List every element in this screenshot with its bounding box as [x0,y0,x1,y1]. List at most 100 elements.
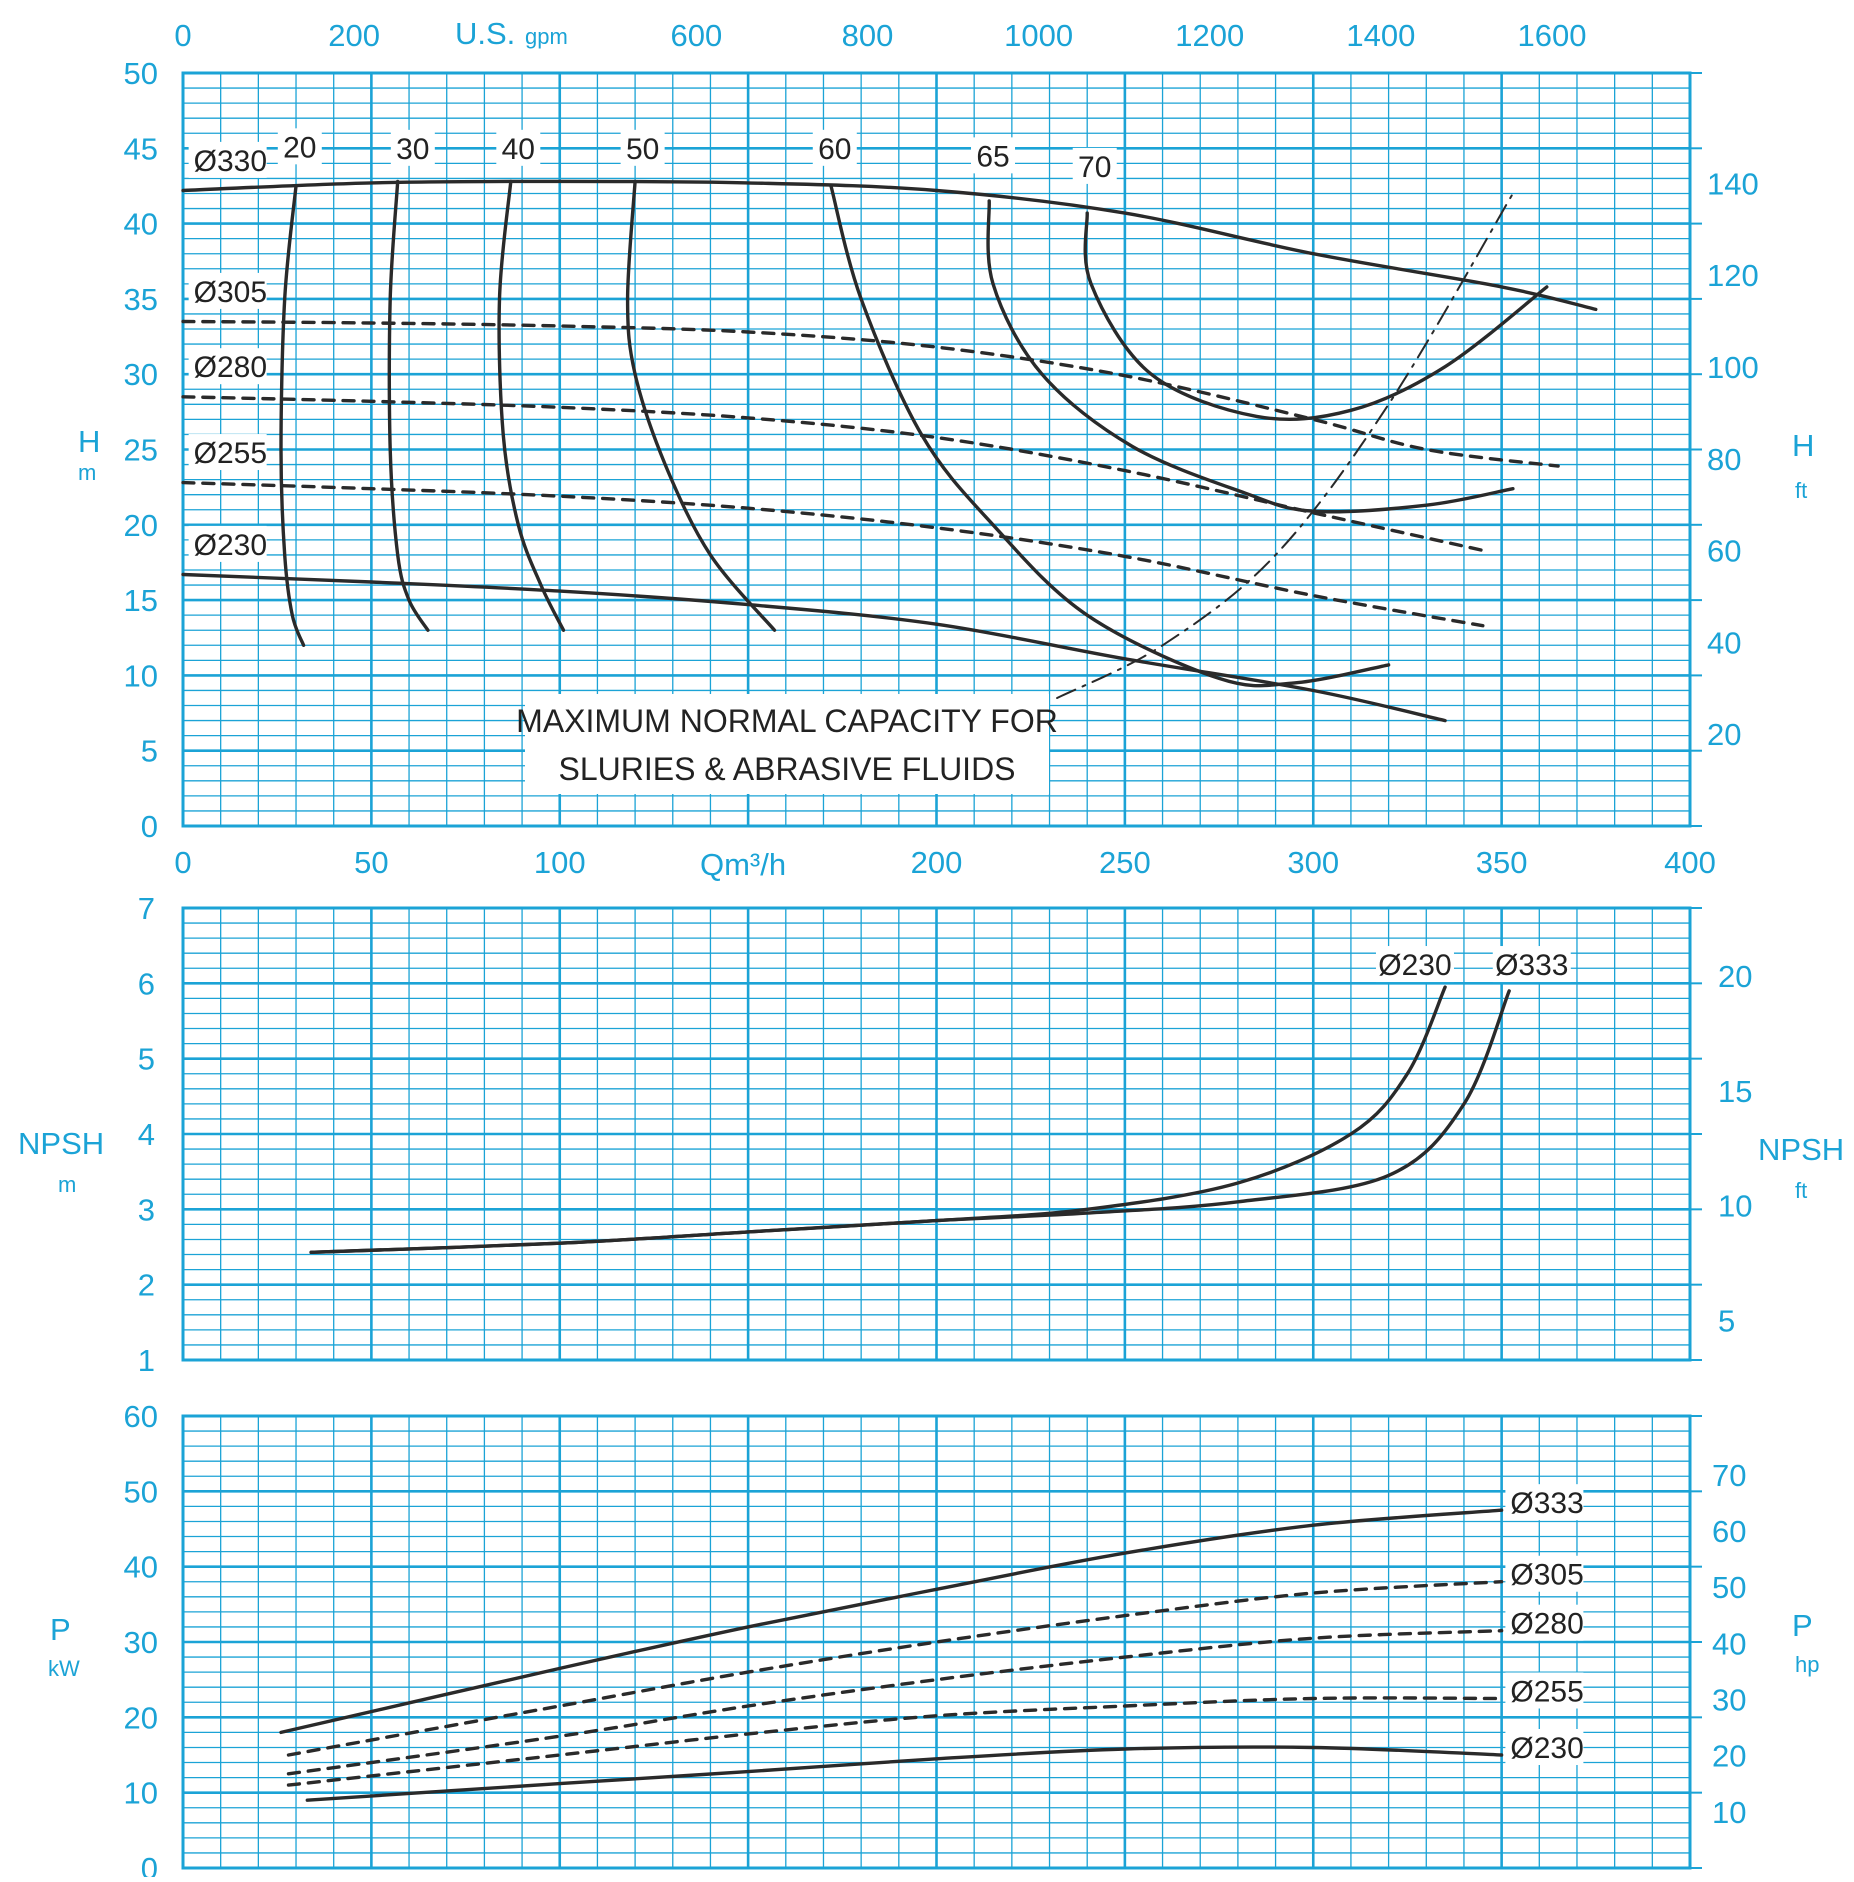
head-curve [181,319,1560,468]
npsh-curve-label-bg [1492,946,1571,983]
h-tick-label: 25 [124,433,158,468]
power-curve-label-bg [1505,1604,1584,1641]
npsh-tick-label: 2 [138,1268,155,1303]
q-tick-label: 50 [354,845,388,880]
power-curve-label-bg [1505,1729,1584,1765]
h-axis-label: H [78,424,100,459]
efficiency-label-bg [812,129,857,166]
curves-layer [181,179,1598,1802]
efficiency-curve [497,179,566,632]
h-tick-label: 20 [124,508,158,543]
efficiency-label: 70 [1078,151,1111,184]
npsh-curve-label-bg [1375,946,1454,983]
p-hp-tick-label: 70 [1712,1458,1746,1493]
efficiency-label: 50 [626,133,659,166]
top-tick-label: 1600 [1517,18,1586,53]
power-curve-label-bg [1505,1484,1584,1521]
npsh-ft-tick-label: 5 [1718,1304,1735,1339]
efficiency-curve [986,199,1515,514]
p-hp-axis-unit: hp [1795,1652,1819,1677]
curve-labels-layer: Ø330 Ø305 Ø280 Ø255 Ø230 20 30 40 50 60 65 70 Ø230 Ø3… [188,128,1584,1765]
npsh-tick-label: 1 [138,1343,155,1378]
npsh-tick-label: 7 [138,891,155,926]
head-curve [181,179,1598,312]
q-tick-label: 0 [174,845,191,880]
max-capacity-line [1056,192,1514,699]
annotation-line-2: SLURIES & ABRASIVE FLUIDS [558,751,1015,787]
p-tick-label: 0 [141,1851,158,1877]
h-ft-tick-label: 40 [1707,625,1741,660]
npsh-axis-unit: m [58,1172,76,1197]
p-tick-label: 40 [124,1550,158,1585]
h-ft-tick-label: 120 [1707,258,1759,293]
head-curve-label-bg [188,525,267,562]
efficiency-label-bg [1072,147,1117,184]
power-curve-label: Ø230 [1510,1732,1583,1765]
h-ft-tick-label: 100 [1707,350,1759,385]
head-curve-label-bg [188,272,267,309]
head-curve-label-bg [188,348,267,385]
annotation-line-1: MAXIMUM NORMAL CAPACITY FOR [516,703,1058,739]
annotation-box [525,694,1049,794]
head-curve [181,480,1485,628]
p-hp-tick-label: 40 [1712,1626,1746,1661]
top-tick-label: 600 [670,18,722,53]
head-curve [181,572,1447,723]
efficiency-label-bg [971,137,1016,174]
npsh-ft-tick-label: 20 [1718,959,1752,994]
head-curve-label: Ø255 [194,437,267,470]
npsh-panel-grid [181,906,1702,1362]
efficiency-label: 20 [283,131,316,164]
top-tick-label: 1000 [1004,18,1073,53]
h-tick-label: 10 [124,658,158,693]
efficiency-label-bg [277,128,322,165]
top-tick-label: 800 [842,18,894,53]
h-tick-label: 45 [124,131,158,166]
efficiency-label: 30 [396,133,429,166]
top-tick-label: 0 [174,18,191,53]
power-curve-label-bg [1505,1672,1584,1709]
h-tick-label: 30 [124,357,158,392]
head-curve-label: Ø280 [194,351,267,384]
h-axis-unit: m [78,460,96,485]
q-tick-label: 200 [911,845,963,880]
h-ft-tick-label: 20 [1707,717,1741,752]
power-panel-grid [181,1414,1702,1870]
power-curve-label: Ø333 [1510,1487,1583,1520]
h-tick-label: 5 [141,734,158,769]
h-tick-label: 0 [141,809,158,844]
head-curve-label-bg [188,434,267,471]
p-axis-label: P [50,1612,71,1647]
p-hp-tick-label: 20 [1712,1739,1746,1774]
npsh-ft-axis-label: NPSH [1758,1132,1844,1167]
p-hp-tick-label: 50 [1712,1570,1746,1605]
head-curve [181,395,1485,553]
h-tick-label: 15 [124,583,158,618]
q-tick-label: 100 [534,845,586,880]
q-tick-label: 250 [1099,845,1151,880]
h-tick-label: 40 [124,207,158,242]
efficiency-curve [1083,211,1549,421]
p-tick-label: 20 [124,1700,158,1735]
p-tick-label: 30 [124,1625,158,1660]
top-tick-label: 1200 [1175,18,1244,53]
npsh-tick-label: 3 [138,1192,155,1227]
npsh-axis-label: NPSH [18,1126,104,1161]
head-curve-label: Ø305 [194,276,267,309]
efficiency-label: 40 [502,133,535,166]
p-tick-label: 60 [124,1399,158,1434]
top-axis-unit: gpm [525,24,568,49]
efficiency-label: 60 [818,133,851,166]
power-curve-label: Ø280 [1510,1608,1583,1641]
h-ft-tick-label: 140 [1707,166,1759,201]
top-tick-label: 1400 [1346,18,1415,53]
npsh-curve [309,989,1511,1254]
efficiency-curve [829,184,1391,688]
npsh-ft-axis-unit: ft [1795,1178,1807,1203]
head-curve-label-bg [188,141,267,178]
npsh-ft-tick-label: 10 [1718,1189,1752,1224]
q-tick-label: 300 [1287,845,1339,880]
